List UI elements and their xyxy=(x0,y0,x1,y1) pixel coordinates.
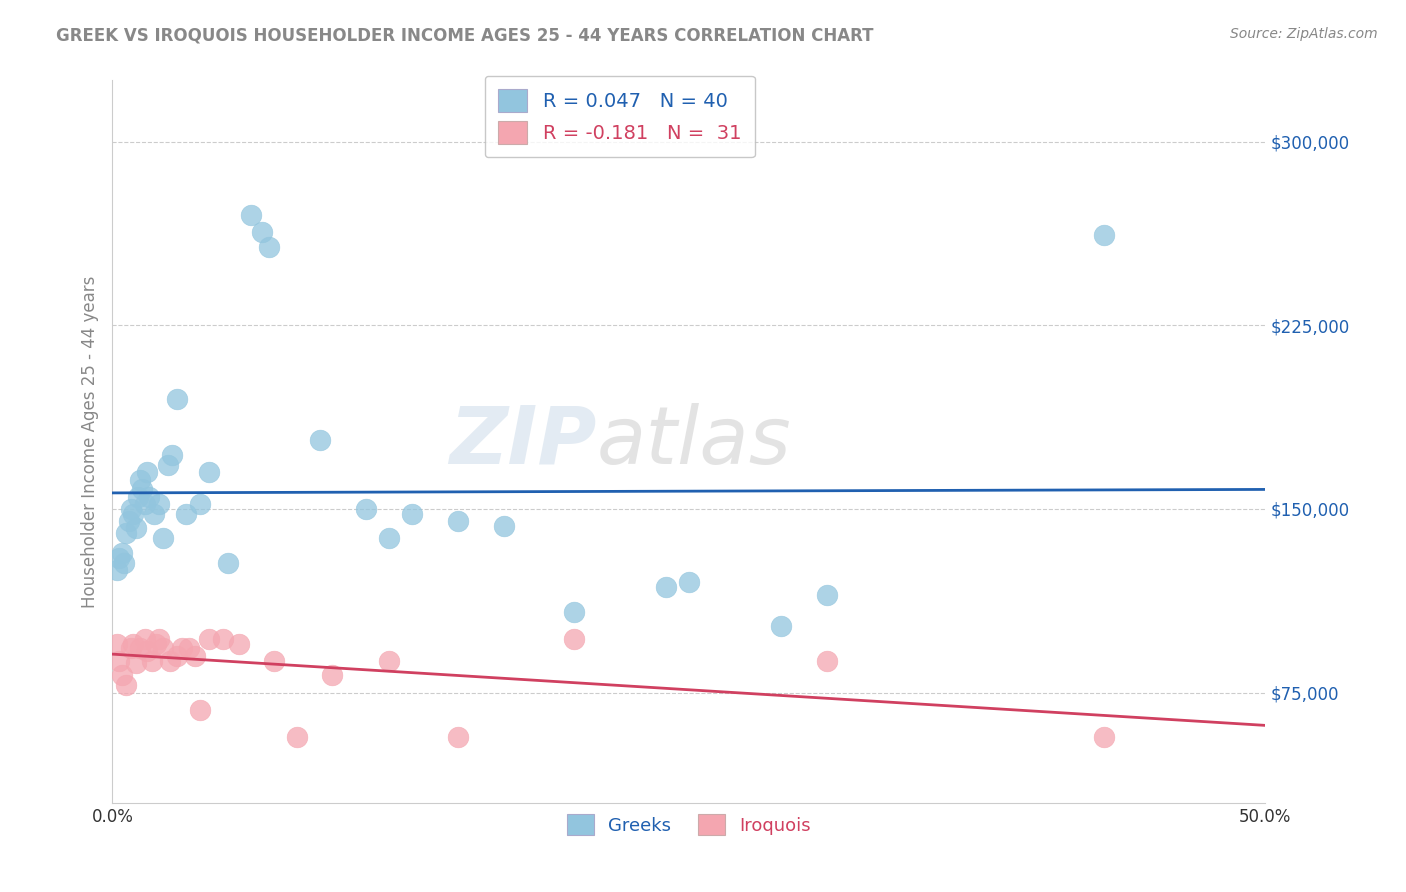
Point xyxy=(252,225,274,239)
Point xyxy=(259,240,281,254)
Point xyxy=(188,703,211,717)
Point xyxy=(678,575,700,590)
Point xyxy=(309,434,332,448)
Point xyxy=(122,507,145,521)
Point xyxy=(228,637,250,651)
Point xyxy=(177,641,200,656)
Text: ZIP: ZIP xyxy=(450,402,596,481)
Point xyxy=(198,465,221,479)
Point xyxy=(655,580,678,594)
Point xyxy=(108,654,131,668)
Point xyxy=(562,605,585,619)
Point xyxy=(138,490,160,504)
Point xyxy=(447,514,470,528)
Point xyxy=(815,654,838,668)
Point xyxy=(770,619,793,633)
Text: GREEK VS IROQUOIS HOUSEHOLDER INCOME AGES 25 - 44 YEARS CORRELATION CHART: GREEK VS IROQUOIS HOUSEHOLDER INCOME AGE… xyxy=(56,27,873,45)
Point xyxy=(145,637,167,651)
Point xyxy=(115,526,138,541)
Point xyxy=(263,654,285,668)
Point xyxy=(170,641,193,656)
Point xyxy=(354,502,377,516)
Point xyxy=(156,458,179,472)
Point xyxy=(131,483,153,497)
Point xyxy=(129,473,152,487)
Point xyxy=(111,546,134,560)
Point xyxy=(166,392,188,406)
Point xyxy=(120,502,142,516)
Point xyxy=(815,588,838,602)
Point xyxy=(115,678,138,692)
Point xyxy=(188,497,211,511)
Y-axis label: Householder Income Ages 25 - 44 years: Householder Income Ages 25 - 44 years xyxy=(80,276,98,607)
Text: atlas: atlas xyxy=(596,402,792,481)
Point xyxy=(120,641,142,656)
Point xyxy=(105,563,128,577)
Point xyxy=(148,497,170,511)
Point xyxy=(122,637,145,651)
Point xyxy=(162,448,184,462)
Point xyxy=(148,632,170,646)
Point xyxy=(212,632,235,646)
Point xyxy=(127,490,149,504)
Point xyxy=(159,654,181,668)
Point xyxy=(111,668,134,682)
Point xyxy=(562,632,585,646)
Point xyxy=(112,556,135,570)
Point xyxy=(166,648,188,663)
Point xyxy=(174,507,197,521)
Point xyxy=(152,641,174,656)
Point xyxy=(401,507,423,521)
Point xyxy=(129,641,152,656)
Legend: Greeks, Iroquois: Greeks, Iroquois xyxy=(558,805,820,845)
Point xyxy=(141,654,163,668)
Point xyxy=(1092,730,1115,744)
Point xyxy=(285,730,308,744)
Point xyxy=(378,531,401,545)
Point xyxy=(105,637,128,651)
Point xyxy=(134,632,156,646)
Text: Source: ZipAtlas.com: Source: ZipAtlas.com xyxy=(1230,27,1378,41)
Point xyxy=(108,550,131,565)
Point xyxy=(136,644,159,658)
Point xyxy=(378,654,401,668)
Point xyxy=(152,531,174,545)
Point xyxy=(217,556,239,570)
Point xyxy=(134,497,156,511)
Point xyxy=(143,507,166,521)
Point xyxy=(184,648,207,663)
Point xyxy=(494,519,516,533)
Point xyxy=(124,521,146,535)
Point xyxy=(124,656,146,670)
Point xyxy=(1092,227,1115,242)
Point xyxy=(321,668,343,682)
Point xyxy=(239,208,262,222)
Point xyxy=(117,514,139,528)
Point xyxy=(198,632,221,646)
Point xyxy=(136,465,159,479)
Point xyxy=(447,730,470,744)
